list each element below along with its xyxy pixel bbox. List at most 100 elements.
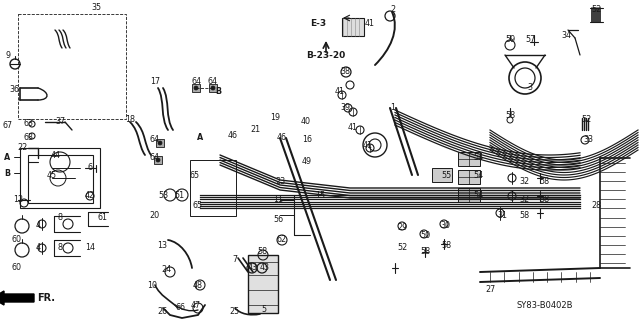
Text: 59: 59 [505,35,515,44]
Text: 48: 48 [193,280,203,290]
Bar [432,168,452,182]
Text: FR.: FR. [37,293,55,303]
Text: 43: 43 [260,263,270,272]
Text: 7: 7 [232,256,237,264]
Text: 19: 19 [270,114,280,122]
Text: 12: 12 [13,196,23,204]
Text: 20: 20 [149,211,159,219]
Text: 52: 52 [591,5,601,14]
Text: 33: 33 [583,136,593,145]
Text: 40: 40 [301,117,311,127]
Text: 17: 17 [150,78,160,86]
Text: 6: 6 [88,164,93,173]
Text: B-23-20: B-23-20 [307,50,346,60]
Text: 49: 49 [302,158,312,167]
Text: 10: 10 [147,280,157,290]
Text: 44: 44 [51,151,61,160]
Text: 50: 50 [420,231,430,240]
FancyArrow shape [0,291,34,305]
Bar [190,160,236,216]
Bar [28,155,93,203]
Bar [342,18,364,36]
Text: 31: 31 [497,211,507,219]
Text: 23: 23 [275,177,285,187]
Text: 4: 4 [35,220,40,229]
Text: 64: 64 [207,78,217,86]
Text: 65: 65 [193,201,203,210]
Text: 11: 11 [273,196,283,204]
Text: 41: 41 [365,19,375,28]
Circle shape [158,141,162,145]
Bar [18,14,126,119]
Text: 32: 32 [519,196,529,204]
Text: 14: 14 [85,243,95,253]
Text: 58: 58 [257,248,267,256]
Text: 53: 53 [158,190,168,199]
Text: 54: 54 [473,190,483,199]
Circle shape [156,158,160,162]
Text: 58: 58 [519,211,529,219]
Text: 22: 22 [17,143,27,152]
Text: 41: 41 [363,140,373,150]
Text: 58: 58 [420,248,430,256]
Text: 60: 60 [11,263,21,272]
Text: 27: 27 [485,286,495,294]
Text: 58: 58 [505,110,515,120]
Text: B: B [215,87,221,97]
Bar [20,148,100,208]
Text: 5: 5 [261,306,267,315]
Text: 16: 16 [302,136,312,145]
Text: B: B [4,168,10,177]
Circle shape [194,86,198,90]
Text: 60: 60 [11,235,21,244]
Text: 2: 2 [390,5,396,14]
Bar [458,152,480,166]
Text: 55: 55 [441,170,451,180]
Text: 64: 64 [150,153,160,162]
Text: 54: 54 [473,170,483,180]
Text: SY83-B0402B: SY83-B0402B [516,301,573,310]
Text: 57: 57 [525,35,535,44]
Text: 64: 64 [150,136,160,145]
Text: 41: 41 [335,87,345,97]
Text: 43: 43 [248,263,258,272]
Text: 41: 41 [348,123,358,132]
Text: A: A [197,133,203,143]
Bar [209,84,217,92]
Text: 58: 58 [441,241,451,249]
Text: 8: 8 [58,243,63,253]
Text: 66: 66 [175,303,185,313]
Text: 21: 21 [250,125,260,135]
Text: 26: 26 [157,308,167,316]
Bar [156,139,164,147]
Text: 30: 30 [440,220,450,229]
Text: 34: 34 [561,31,571,40]
Text: 38: 38 [340,68,350,77]
Text: 13: 13 [157,241,167,249]
Text: 51: 51 [174,190,184,199]
Text: 37: 37 [55,117,65,127]
Text: E-3: E-3 [310,19,326,28]
Bar [458,170,480,184]
Text: 62: 62 [277,235,287,244]
Text: 3: 3 [527,84,532,93]
Text: A: A [4,152,10,161]
Text: 45: 45 [47,170,57,180]
Text: 46: 46 [228,130,238,139]
Bar [192,84,200,92]
Text: 63: 63 [23,120,33,129]
Text: 29: 29 [398,224,408,233]
Text: 8: 8 [58,213,63,222]
Text: 1: 1 [390,103,396,113]
Text: 15: 15 [315,190,325,199]
Text: 52: 52 [581,115,591,124]
Text: 42: 42 [85,190,95,199]
Text: 65: 65 [190,170,200,180]
Text: 67: 67 [3,122,13,130]
Text: 56: 56 [273,216,283,225]
Text: 28: 28 [591,201,601,210]
Text: 36: 36 [9,85,19,94]
Text: 58: 58 [539,196,549,204]
Text: 35: 35 [91,4,101,12]
Text: 54: 54 [473,153,483,162]
